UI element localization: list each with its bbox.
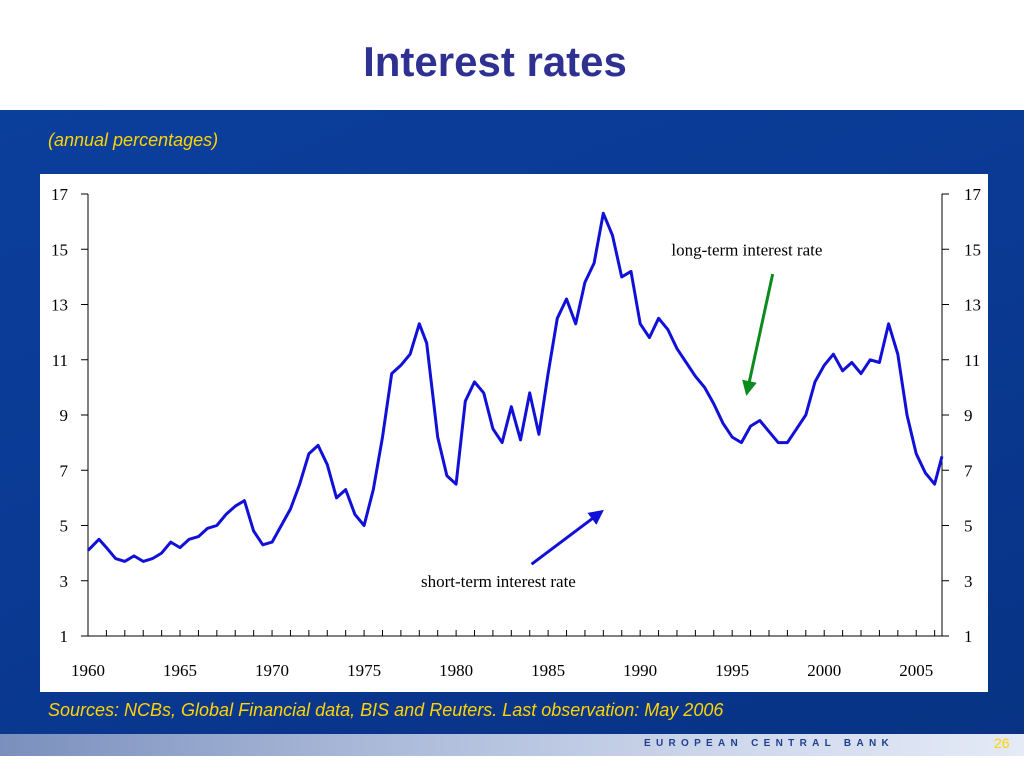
y-tick-label-left: 15: [51, 240, 68, 259]
y-tick-label-left: 1: [60, 627, 69, 646]
x-tick-label: 1995: [715, 661, 749, 680]
y-tick-label-right: 17: [964, 185, 982, 204]
y-tick-label-left: 11: [52, 351, 68, 370]
x-tick-label: 1975: [347, 661, 381, 680]
short-term-rate-label: short-term interest rate: [421, 572, 576, 591]
y-tick-label-left: 3: [60, 572, 69, 591]
footer-bar: [0, 734, 1024, 756]
y-tick-label-left: 17: [51, 185, 69, 204]
x-tick-label: 1965: [163, 661, 197, 680]
y-tick-label-right: 15: [964, 240, 981, 259]
x-tick-label: 1990: [623, 661, 657, 680]
y-tick-label-right: 7: [964, 461, 973, 480]
x-tick-label: 1985: [531, 661, 565, 680]
x-tick-label: 2000: [807, 661, 841, 680]
x-tick-label: 1960: [71, 661, 105, 680]
short-term-rate-line: [86, 211, 944, 563]
long-term-rate-label: long-term interest rate: [671, 240, 822, 259]
y-tick-label-left: 13: [51, 296, 68, 315]
x-tick-label: 1980: [439, 661, 473, 680]
long-term-arrow: [742, 273, 775, 396]
slide-subtitle: (annual percentages): [48, 130, 219, 150]
y-tick-label-right: 13: [964, 296, 981, 315]
x-tick-label: 1970: [255, 661, 289, 680]
series-layer: [86, 211, 944, 563]
short-term-arrow: [530, 509, 604, 566]
x-tick-label: 2005: [899, 661, 933, 680]
slide-title: Interest rates: [363, 38, 627, 85]
y-tick-label-left: 9: [60, 406, 69, 425]
source-note: Sources: NCBs, Global Financial data, BI…: [48, 700, 724, 720]
page-number: 26: [994, 735, 1010, 751]
y-tick-label-right: 5: [964, 517, 973, 536]
y-tick-label-left: 7: [60, 461, 69, 480]
y-tick-label-right: 11: [964, 351, 980, 370]
y-tick-label-right: 1: [964, 627, 973, 646]
y-tick-label-left: 5: [60, 517, 69, 536]
y-tick-label-right: 9: [964, 406, 973, 425]
footer-bank-name: EUROPEAN CENTRAL BANK: [644, 738, 895, 749]
y-tick-label-right: 3: [964, 572, 973, 591]
chart-panel: 1 1 3 3 5 5 7 7 9 9 11 11 13 13 15 15 17 17 1960 1965 1970 19…: [40, 174, 988, 692]
annotation-layer: long-term interest rate short-term intere…: [421, 240, 822, 591]
